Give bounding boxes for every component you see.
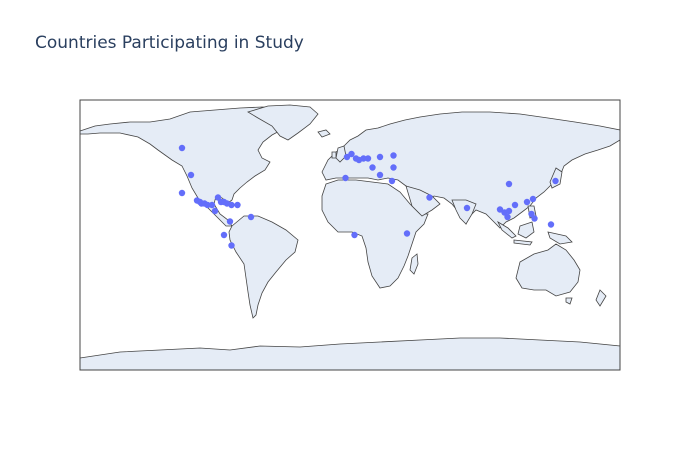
country-marker-24[interactable] xyxy=(360,155,367,162)
country-marker-30[interactable] xyxy=(376,171,384,179)
country-marker-16[interactable] xyxy=(247,213,255,221)
country-marker-21[interactable] xyxy=(348,150,355,158)
india-landmass xyxy=(451,199,477,225)
ireland-landmass xyxy=(331,151,337,159)
country-marker-44[interactable] xyxy=(529,195,537,203)
africa-landmass xyxy=(321,179,429,289)
country-marker-36[interactable] xyxy=(463,204,471,212)
country-marker-43[interactable] xyxy=(523,198,531,206)
new-zealand-landmass xyxy=(595,289,607,307)
country-marker-32[interactable] xyxy=(342,174,349,182)
south-america-landmass xyxy=(228,215,299,319)
country-marker-14[interactable] xyxy=(228,201,235,209)
country-marker-48[interactable] xyxy=(547,221,555,228)
madagascar-landmass xyxy=(409,253,419,275)
country-marker-34[interactable] xyxy=(403,230,411,237)
country-marker-40[interactable] xyxy=(511,201,519,209)
country-marker-10[interactable] xyxy=(214,194,222,201)
sumatra-landmass xyxy=(497,220,517,239)
land-layer xyxy=(79,104,621,371)
arabia-landmass xyxy=(405,185,441,217)
iceland-landmass xyxy=(317,129,331,138)
country-marker-29[interactable] xyxy=(390,164,397,171)
country-marker-9[interactable] xyxy=(211,207,219,215)
country-marker-19[interactable] xyxy=(228,242,235,249)
country-marker-46[interactable] xyxy=(531,215,538,222)
country-marker-2[interactable] xyxy=(178,189,186,197)
tasmania-landmass xyxy=(565,297,573,305)
country-marker-17[interactable] xyxy=(226,218,234,225)
country-marker-31[interactable] xyxy=(388,177,396,185)
country-marker-42[interactable] xyxy=(504,213,511,221)
north-america-landmass xyxy=(79,106,301,227)
country-marker-18[interactable] xyxy=(220,231,228,239)
country-marker-45[interactable] xyxy=(528,210,535,218)
country-marker-35[interactable] xyxy=(426,194,433,201)
country-marker-0[interactable] xyxy=(178,144,186,152)
new-guinea-landmass xyxy=(547,231,573,245)
country-marker-39[interactable] xyxy=(505,207,513,215)
country-marker-1[interactable] xyxy=(187,171,195,179)
australia-landmass xyxy=(515,243,581,297)
country-marker-26[interactable] xyxy=(369,164,376,171)
country-marker-20[interactable] xyxy=(343,153,351,161)
country-marker-37[interactable] xyxy=(496,206,504,213)
country-marker-28[interactable] xyxy=(390,152,397,159)
country-marker-27[interactable] xyxy=(376,153,384,161)
country-marker-33[interactable] xyxy=(351,231,358,239)
country-marker-15[interactable] xyxy=(234,201,241,209)
map-frame xyxy=(79,99,621,371)
country-marker-8[interactable] xyxy=(208,201,216,209)
greenland-landmass xyxy=(247,104,319,141)
country-marker-7[interactable] xyxy=(204,201,211,209)
markers-layer xyxy=(178,144,559,249)
map-title: Countries Participating in Study xyxy=(35,33,304,53)
java-landmass xyxy=(513,239,533,246)
country-marker-47[interactable] xyxy=(552,177,559,185)
country-marker-25[interactable] xyxy=(364,155,372,162)
country-marker-41[interactable] xyxy=(505,180,513,188)
borneo-landmass xyxy=(517,221,535,239)
